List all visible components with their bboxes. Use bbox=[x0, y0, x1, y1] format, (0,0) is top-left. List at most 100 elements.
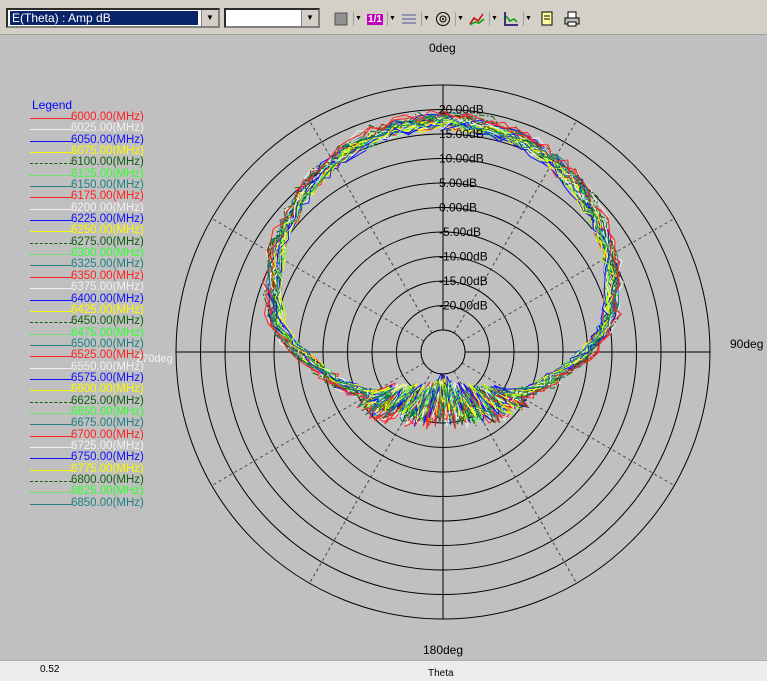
angle-label-right: 90deg bbox=[730, 337, 763, 351]
trace-6125.00(MHz) bbox=[269, 120, 616, 420]
legend-label: 6625.00(MHz) bbox=[71, 394, 144, 407]
chevron-down-icon[interactable]: ▼ bbox=[387, 12, 397, 26]
marker-tool-button[interactable] bbox=[330, 8, 352, 30]
legend-swatch bbox=[30, 412, 72, 414]
chevron-down-icon[interactable]: ▼ bbox=[301, 10, 318, 26]
legend-swatch bbox=[30, 220, 72, 222]
legend-item[interactable]: 6850.00(MHz) bbox=[8, 496, 163, 509]
copy-button[interactable] bbox=[537, 8, 559, 30]
chevron-down-icon[interactable]: ▼ bbox=[489, 12, 499, 26]
legend-item[interactable]: 6200.00(MHz) bbox=[8, 202, 163, 214]
grid-options-button[interactable] bbox=[398, 8, 420, 30]
chevron-down-icon[interactable]: ▼ bbox=[421, 12, 431, 26]
legend-label: 6475.00(MHz) bbox=[71, 326, 144, 339]
legend-label: 6575.00(MHz) bbox=[71, 371, 144, 384]
legend-label: 6700.00(MHz) bbox=[71, 428, 144, 441]
print-button[interactable] bbox=[561, 8, 583, 30]
legend-item[interactable]: 6625.00(MHz) bbox=[8, 394, 163, 407]
radial-tick-label: -20.00dB bbox=[439, 299, 488, 313]
legend-item[interactable]: 6575.00(MHz) bbox=[8, 371, 163, 384]
trace-chart-icon bbox=[469, 13, 485, 26]
polar-plot[interactable]: 20.00dB 15.00dB 10.00dB 5.00dB 0.00dB -5.00dB… bbox=[0, 34, 767, 660]
polar-view-button[interactable] bbox=[432, 8, 454, 30]
legend-item[interactable]: 6825.00(MHz) bbox=[8, 485, 163, 497]
legend-label: 6150.00(MHz) bbox=[71, 179, 144, 192]
legend-swatch bbox=[30, 174, 72, 176]
legend-item[interactable]: 6000.00(MHz) bbox=[8, 111, 163, 123]
polar-target-icon bbox=[436, 12, 450, 26]
legend-item[interactable]: 6600.00(MHz) bbox=[8, 383, 163, 395]
legend-item[interactable]: 6225.00(MHz) bbox=[8, 213, 163, 225]
legend-item[interactable]: 6725.00(MHz) bbox=[8, 440, 163, 452]
legend-swatch bbox=[30, 367, 72, 369]
legend-item[interactable]: 6550.00(MHz) bbox=[8, 361, 163, 373]
legend-label: 6800.00(MHz) bbox=[71, 474, 144, 486]
legend-label: 6650.00(MHz) bbox=[71, 405, 144, 418]
legend-item[interactable]: 6650.00(MHz) bbox=[8, 405, 163, 418]
toolbar: E(Theta) : Amp dB ▼ ▼ ▼ 1/1 ▼ ▼ ▼ ▼ ▼ bbox=[0, 0, 767, 35]
chevron-down-icon[interactable]: ▼ bbox=[353, 12, 363, 26]
radial-tick-label: 5.00dB bbox=[439, 176, 477, 190]
legend-item[interactable]: 6300.00(MHz) bbox=[8, 247, 163, 259]
grid-spoke bbox=[211, 218, 425, 342]
angle-label-bottom: 180deg bbox=[423, 643, 463, 657]
legend-item[interactable]: 6275.00(MHz) bbox=[8, 235, 163, 248]
legend-item[interactable]: 6450.00(MHz) bbox=[8, 315, 163, 327]
legend-item[interactable]: 6375.00(MHz) bbox=[8, 281, 163, 294]
radial-tick-label: 0.00dB bbox=[439, 201, 477, 215]
legend-label: 6375.00(MHz) bbox=[71, 281, 144, 294]
legend-item[interactable]: 6125.00(MHz) bbox=[8, 168, 163, 180]
legend-swatch bbox=[30, 390, 72, 392]
legend-item[interactable]: 6675.00(MHz) bbox=[8, 417, 163, 429]
secondary-select[interactable]: ▼ bbox=[224, 8, 320, 28]
legend-item[interactable]: 6775.00(MHz) bbox=[8, 463, 163, 475]
grid-spoke bbox=[309, 370, 433, 584]
scale-button-label: 1/1 bbox=[367, 13, 383, 25]
legend-item[interactable]: 6350.00(MHz) bbox=[8, 270, 163, 282]
grid-spoke bbox=[309, 120, 433, 334]
legend-item[interactable]: 6075.00(MHz) bbox=[8, 145, 163, 157]
legend-swatch bbox=[30, 378, 72, 380]
legend-item[interactable]: 6800.00(MHz) bbox=[8, 474, 163, 486]
legend-swatch bbox=[30, 481, 72, 482]
scale-button[interactable]: 1/1 bbox=[364, 8, 386, 30]
legend-item[interactable]: 6400.00(MHz) bbox=[8, 293, 163, 305]
legend-swatch bbox=[30, 492, 72, 494]
legend-swatch bbox=[30, 344, 72, 346]
legend-item[interactable]: 6050.00(MHz) bbox=[8, 134, 163, 146]
legend-item[interactable]: 6500.00(MHz) bbox=[8, 337, 163, 350]
legend-swatch bbox=[30, 356, 72, 358]
legend-label: 6275.00(MHz) bbox=[71, 235, 144, 248]
legend-swatch bbox=[30, 424, 72, 426]
trace-options-button[interactable] bbox=[466, 8, 488, 30]
legend-label: 6025.00(MHz) bbox=[71, 122, 144, 135]
legend-item[interactable]: 6175.00(MHz) bbox=[8, 190, 163, 202]
legend-item[interactable]: 6250.00(MHz) bbox=[8, 225, 163, 236]
quantity-select[interactable]: E(Theta) : Amp dB ▼ bbox=[6, 8, 220, 28]
legend-swatch bbox=[30, 310, 72, 312]
axes-options-button[interactable] bbox=[500, 8, 522, 30]
legend-item[interactable]: 6425.00(MHz) bbox=[8, 304, 163, 316]
chevron-down-icon[interactable]: ▼ bbox=[523, 12, 533, 26]
legend-item[interactable]: 6700.00(MHz) bbox=[8, 428, 163, 441]
legend-swatch bbox=[30, 469, 72, 471]
legend-item[interactable]: 6750.00(MHz) bbox=[8, 451, 163, 463]
legend-swatch bbox=[30, 231, 72, 233]
legend-label: 6525.00(MHz) bbox=[71, 349, 144, 362]
legend-item[interactable]: 6100.00(MHz) bbox=[8, 156, 163, 168]
status-axis-label: Theta bbox=[428, 668, 454, 679]
legend-item[interactable]: 6025.00(MHz) bbox=[8, 122, 163, 135]
legend-item[interactable]: 6150.00(MHz) bbox=[8, 179, 163, 192]
legend-item[interactable]: 6475.00(MHz) bbox=[8, 326, 163, 339]
legend-swatch bbox=[30, 186, 72, 188]
legend-label: 6850.00(MHz) bbox=[71, 496, 144, 509]
chevron-down-icon[interactable]: ▼ bbox=[455, 12, 465, 26]
legend-label: 6500.00(MHz) bbox=[71, 337, 144, 350]
angle-label-top: 0deg bbox=[429, 41, 456, 55]
chevron-down-icon[interactable]: ▼ bbox=[201, 10, 218, 26]
legend-item[interactable]: 6325.00(MHz) bbox=[8, 259, 163, 270]
legend-item[interactable]: 6525.00(MHz) bbox=[8, 349, 163, 362]
trace-6625.00(MHz) bbox=[267, 113, 617, 426]
radial-tick-label: -10.00dB bbox=[439, 250, 488, 264]
axes-icon bbox=[504, 12, 518, 26]
